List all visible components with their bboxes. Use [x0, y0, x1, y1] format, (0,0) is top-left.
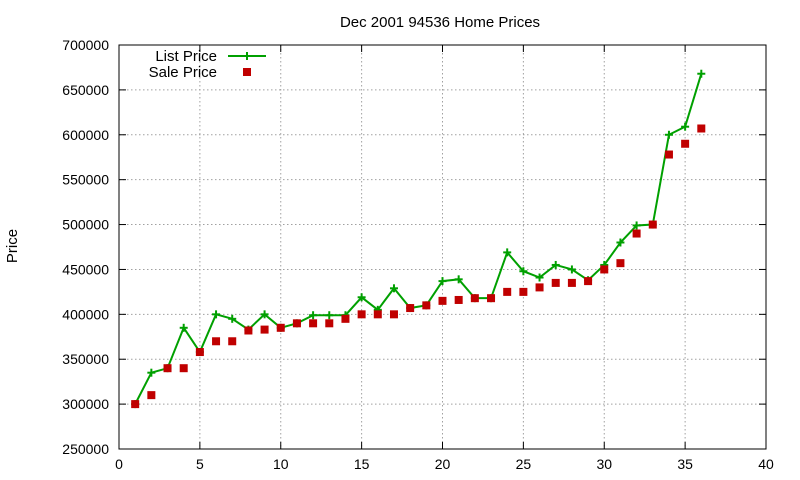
- list-price-point: [632, 221, 641, 230]
- sale-price-point: [697, 124, 706, 133]
- y-tick-label: 650000: [62, 82, 109, 98]
- x-tick-label: 25: [516, 456, 532, 472]
- sale-price-point: [567, 278, 576, 287]
- sale-price-point: [406, 304, 415, 313]
- sale-price-point: [664, 150, 673, 159]
- sale-price-point: [195, 348, 204, 357]
- list-price-point: [357, 293, 366, 302]
- sale-price-point: [244, 326, 253, 335]
- sale-price-point: [454, 295, 463, 304]
- y-tick-label: 450000: [62, 261, 109, 277]
- sale-price-point: [519, 287, 528, 296]
- list-price-point: [309, 311, 318, 320]
- list-price-point: [438, 277, 447, 286]
- sale-price-point: [325, 319, 334, 328]
- legend-label: List Price: [155, 48, 217, 65]
- chart-title: Dec 2001 94536 Home Prices: [340, 14, 540, 31]
- list-price-point: [616, 238, 625, 247]
- legend-item: Sale Price: [149, 64, 251, 81]
- series-sale-price: [131, 124, 706, 409]
- sale-price-point: [357, 310, 366, 319]
- series-area: [131, 69, 706, 409]
- sale-price-point: [260, 325, 269, 334]
- legend-item: List Price: [155, 48, 266, 65]
- sale-price-point: [422, 301, 431, 310]
- sale-price-point: [616, 259, 625, 268]
- list-price-point: [535, 273, 544, 282]
- series-list-price: [131, 69, 706, 409]
- list-price-point: [454, 275, 463, 284]
- y-tick-label: 550000: [62, 172, 109, 188]
- list-price-point: [503, 248, 512, 257]
- sale-price-point: [600, 265, 609, 274]
- sale-price-point: [179, 364, 188, 373]
- sale-price-point: [551, 278, 560, 287]
- list-price-point: [681, 122, 690, 131]
- list-price-point: [664, 130, 673, 139]
- sale-price-point: [632, 229, 641, 238]
- legend-plus-marker: [243, 52, 251, 60]
- list-price-point: [389, 284, 398, 293]
- y-tick-label: 700000: [62, 37, 109, 53]
- legend-square-marker: [243, 68, 251, 76]
- y-tick-label: 600000: [62, 127, 109, 143]
- x-tick-label: 35: [677, 456, 693, 472]
- y-tick-label: 500000: [62, 217, 109, 233]
- sale-price-point: [341, 314, 350, 323]
- list-price-line: [134, 73, 703, 405]
- y-tick-label: 400000: [62, 306, 109, 322]
- sale-price-point: [131, 400, 140, 409]
- sale-price-point: [212, 337, 221, 346]
- sale-price-point: [648, 220, 657, 229]
- x-tick-label: 40: [758, 456, 774, 472]
- sale-price-point: [292, 319, 301, 328]
- sale-price-point: [163, 364, 172, 373]
- y-tick-label: 250000: [62, 441, 109, 457]
- y-tick-label: 350000: [62, 351, 109, 367]
- sale-price-point: [228, 337, 237, 346]
- list-price-point: [551, 260, 560, 269]
- x-tick-label: 0: [115, 456, 123, 472]
- grid: [119, 45, 766, 449]
- list-price-point: [697, 69, 706, 78]
- list-price-point: [228, 314, 237, 323]
- sale-price-point: [487, 294, 496, 303]
- sale-price-point: [309, 319, 318, 328]
- list-price-point: [325, 311, 334, 320]
- y-axis-label: Price: [4, 229, 21, 263]
- list-price-point: [212, 310, 221, 319]
- y-tick-label: 300000: [62, 396, 109, 412]
- sale-price-point: [470, 294, 479, 303]
- x-tick-label: 30: [596, 456, 612, 472]
- list-price-point: [567, 265, 576, 274]
- sale-price-point: [584, 277, 593, 286]
- list-price-point: [147, 368, 156, 377]
- x-tick-label: 5: [196, 456, 204, 472]
- x-tick-label: 20: [435, 456, 451, 472]
- legend-label: Sale Price: [149, 64, 217, 81]
- sale-price-point: [147, 391, 156, 400]
- sale-price-point: [389, 310, 398, 319]
- x-tick-label: 10: [273, 456, 289, 472]
- list-price-point: [260, 310, 269, 319]
- sale-price-point: [373, 310, 382, 319]
- sale-price-point: [276, 323, 285, 332]
- sale-price-point: [681, 139, 690, 148]
- axes: 0 5 10 15 20 25 30 35 40 250000 300000 350000 400000…: [62, 37, 774, 472]
- x-tick-label: 15: [354, 456, 370, 472]
- list-price-point: [519, 267, 528, 276]
- sale-price-point: [503, 287, 512, 296]
- sale-price-point: [535, 283, 544, 292]
- sale-price-point: [438, 296, 447, 305]
- list-price-point: [179, 323, 188, 332]
